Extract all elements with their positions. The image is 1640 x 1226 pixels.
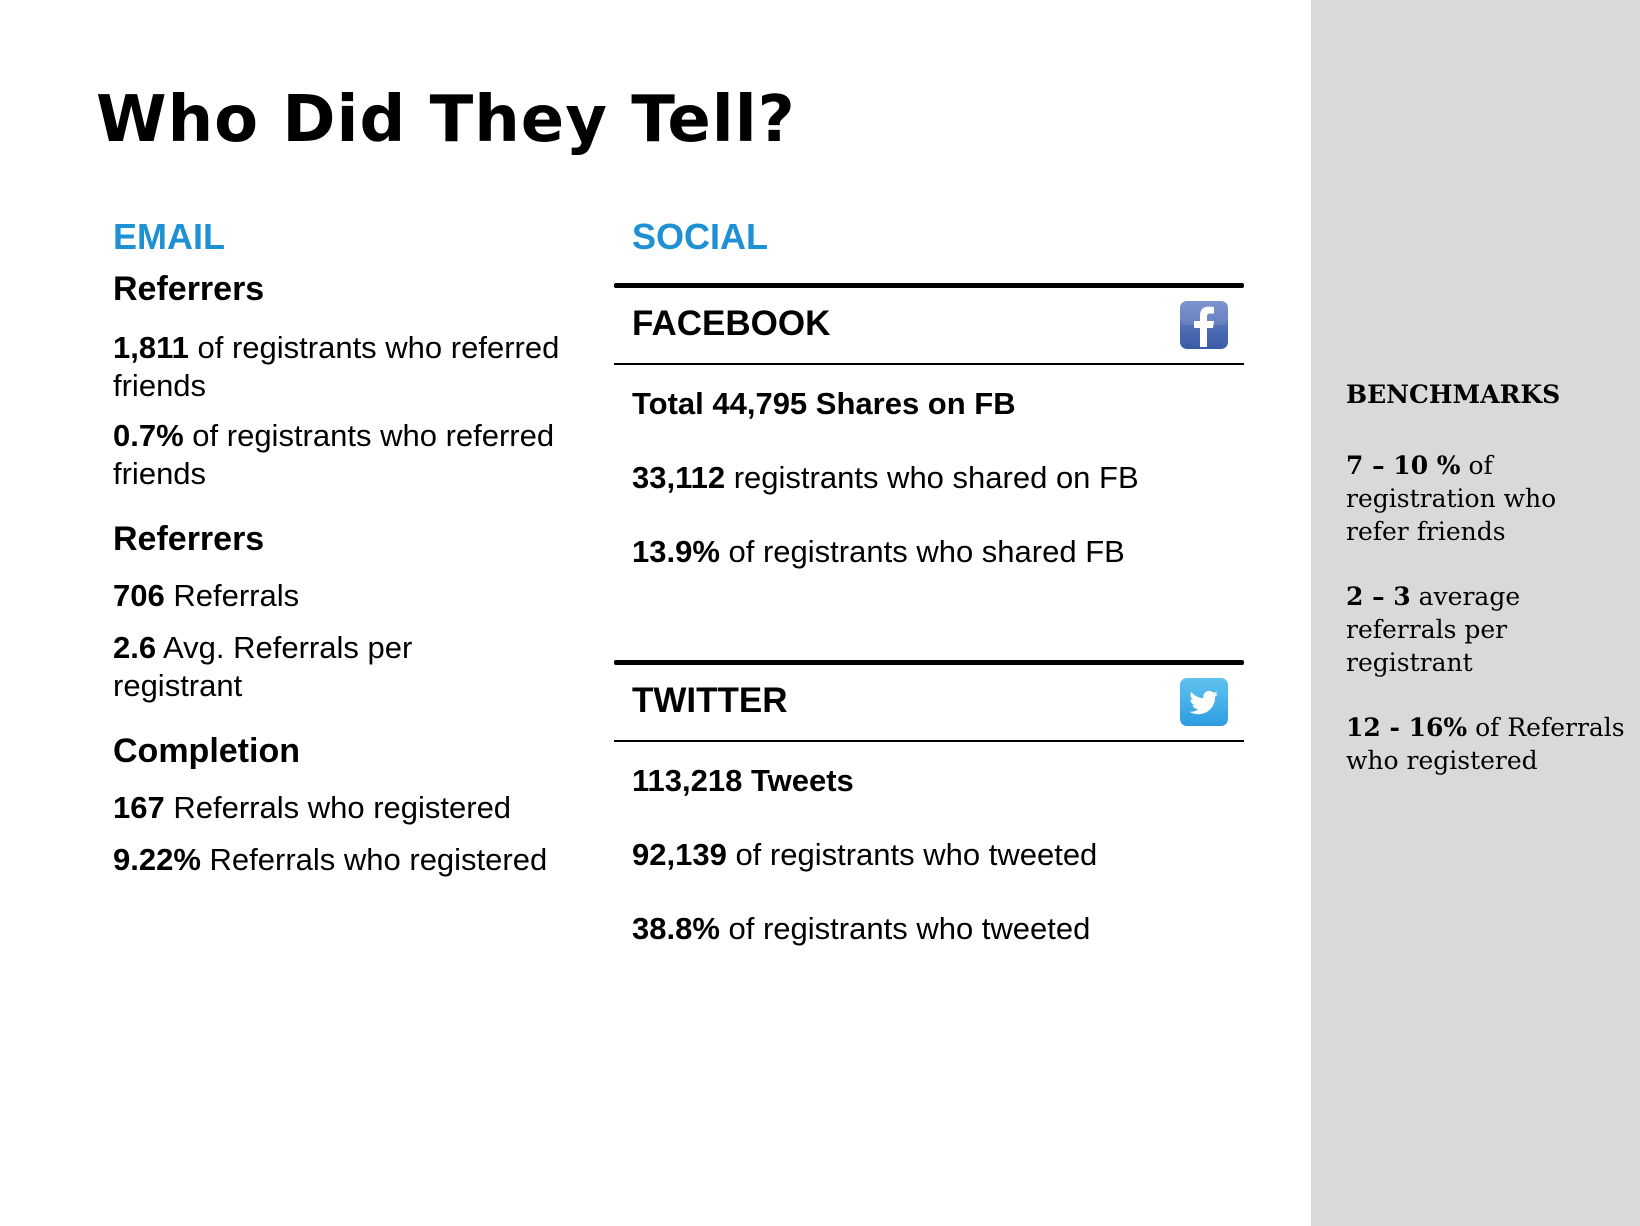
email-column: EMAIL Referrers 1,811 of registrants who… bbox=[113, 215, 613, 879]
stat-value: 9.22% bbox=[113, 842, 201, 877]
page-title: Who Did They Tell? bbox=[96, 83, 796, 157]
stat-value: 33,112 bbox=[632, 460, 726, 495]
twitter-section: TWITTER 113,218 Tweets 92,139 of registr… bbox=[614, 660, 1244, 948]
twitter-stats: 113,218 Tweets 92,139 of registrants who… bbox=[614, 762, 1244, 948]
facebook-total: Total 44,795 Shares on FB bbox=[632, 386, 1016, 421]
facebook-stats: Total 44,795 Shares on FB 33,112 registr… bbox=[614, 385, 1244, 571]
stat-text: Avg. Referrals per registrant bbox=[113, 630, 413, 703]
avg-referrals-stat: 2.6 Avg. Referrals per registrant bbox=[113, 629, 443, 705]
benchmark-value: 12 - 16% bbox=[1346, 713, 1468, 742]
divider bbox=[614, 740, 1244, 742]
benchmark-value: 2 – 3 bbox=[1346, 582, 1411, 611]
stat-text: Referrals who registered bbox=[164, 790, 512, 825]
stat-text: Referrals who registered bbox=[200, 842, 548, 877]
twitter-heading: TWITTER bbox=[632, 681, 788, 720]
benchmark-text: of registration who refer friends bbox=[1346, 451, 1557, 546]
stat-text: of registrants who referred friends bbox=[113, 418, 555, 491]
twitter-count-stat: 92,139 of registrants who tweeted bbox=[632, 836, 1244, 874]
stat-value: 0.7% bbox=[113, 418, 184, 453]
referrers-heading: Referrers bbox=[113, 270, 265, 308]
completion-heading: Completion bbox=[113, 732, 300, 770]
benchmark-item: 7 – 10 % of registration who refer frien… bbox=[1346, 449, 1576, 548]
referrers-percent-stat: 0.7% of registrants who referred friends bbox=[113, 417, 613, 493]
benchmark-text: of Referrals who registered bbox=[1346, 713, 1625, 775]
twitter-percent-stat: 38.8% of registrants who tweeted bbox=[632, 910, 1244, 948]
social-heading: SOCIAL bbox=[632, 216, 769, 257]
benchmarks-heading: BENCHMARKS bbox=[1346, 380, 1561, 409]
email-heading: EMAIL bbox=[113, 216, 225, 257]
stat-text: of registrants who tweeted bbox=[726, 837, 1098, 872]
twitter-header: TWITTER bbox=[614, 665, 1244, 740]
facebook-icon bbox=[1180, 301, 1228, 349]
referrals-count-stat: 706 Referrals bbox=[113, 577, 613, 615]
stat-value: 92,139 bbox=[632, 837, 727, 872]
benchmarks-sidebar: BENCHMARKS 7 – 10 % of registration who … bbox=[1311, 0, 1640, 1226]
divider bbox=[614, 363, 1244, 365]
stat-value: 38.8% bbox=[632, 911, 720, 946]
facebook-shared-percent-stat: 13.9% of registrants who shared FB bbox=[632, 533, 1244, 571]
facebook-heading: FACEBOOK bbox=[632, 304, 831, 343]
divider bbox=[614, 283, 1244, 288]
referrers-count-stat: 1,811 of registrants who referred friend… bbox=[113, 329, 613, 405]
stat-text: registrants who shared on FB bbox=[725, 460, 1139, 495]
benchmark-item: 12 - 16% of Referrals who registered bbox=[1346, 711, 1636, 777]
stat-value: 2.6 bbox=[113, 630, 157, 665]
completion-count-stat: 167 Referrals who registered bbox=[113, 789, 613, 827]
stat-text: of registrants who tweeted bbox=[719, 911, 1091, 946]
stat-value: 13.9% bbox=[632, 534, 720, 569]
benchmark-text: average referrals per registrant bbox=[1346, 582, 1521, 677]
stat-value: 167 bbox=[113, 790, 165, 825]
stat-value: 706 bbox=[113, 578, 165, 613]
benchmark-item: 2 – 3 average referrals per registrant bbox=[1346, 580, 1546, 679]
referrals-heading: Referrers bbox=[113, 520, 265, 558]
twitter-total: 113,218 Tweets bbox=[632, 763, 854, 798]
stat-value: 1,811 bbox=[113, 330, 189, 365]
facebook-section: FACEBOOK Total 44,795 Shares on FB 33,11… bbox=[614, 283, 1244, 571]
stat-text: Referrals bbox=[164, 578, 300, 613]
stat-text: of registrants who shared FB bbox=[719, 534, 1125, 569]
benchmarks-panel: BENCHMARKS 7 – 10 % of registration who … bbox=[1346, 378, 1636, 809]
facebook-shared-count-stat: 33,112 registrants who shared on FB bbox=[632, 459, 1244, 497]
twitter-bird-icon bbox=[1180, 678, 1228, 726]
facebook-header: FACEBOOK bbox=[614, 288, 1244, 363]
completion-percent-stat: 9.22% Referrals who registered bbox=[113, 841, 613, 879]
benchmark-value: 7 – 10 % bbox=[1346, 451, 1461, 480]
social-column: SOCIAL FACEBOOK Total 44,795 Shares on F… bbox=[614, 215, 1262, 946]
stat-text: of registrants who referred friends bbox=[113, 330, 560, 403]
divider bbox=[614, 660, 1244, 665]
